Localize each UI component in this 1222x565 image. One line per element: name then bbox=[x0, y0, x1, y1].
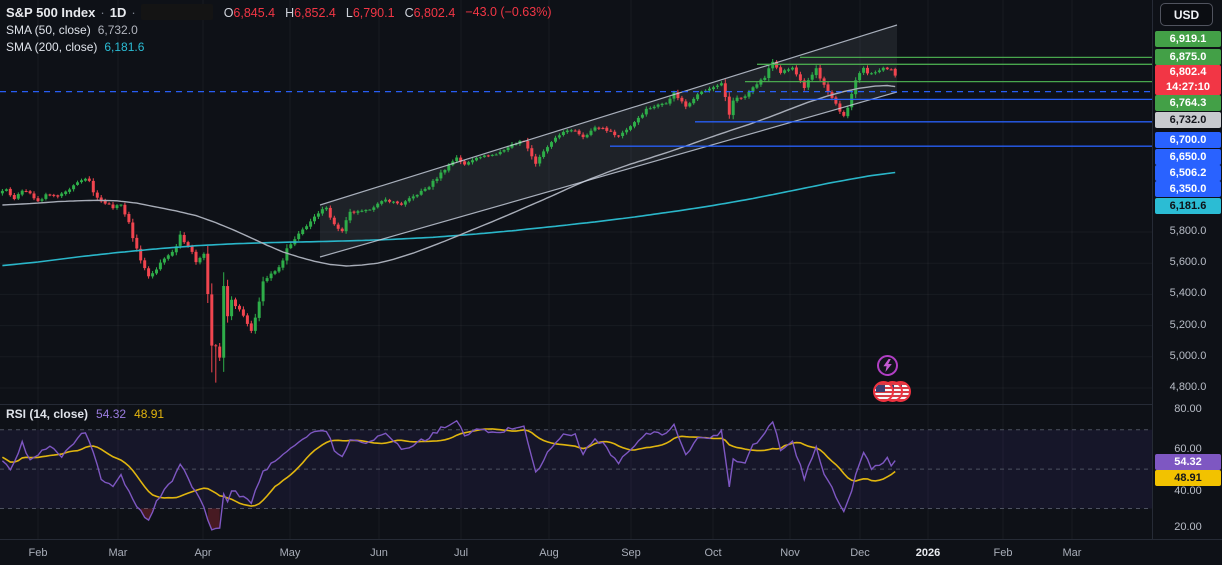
time-axis-label: Aug bbox=[539, 547, 559, 559]
economic-event-lightning-icon[interactable] bbox=[877, 355, 898, 376]
time-axis-label: Nov bbox=[780, 547, 800, 559]
time-axis-label: Feb bbox=[28, 547, 48, 559]
rsi-label: RSI (14, close) bbox=[6, 407, 89, 421]
close-label: C bbox=[404, 5, 414, 20]
time-axis-label: Jul bbox=[453, 547, 469, 559]
sma50-value: 6,732.0 bbox=[97, 23, 138, 37]
time-axis-label: Sep bbox=[621, 547, 641, 559]
rsi-legend-row[interactable]: RSI (14, close) 54.32 48.91 bbox=[6, 407, 164, 421]
symbol-title-row: S&P 500 Index · 1D · O6,845.4 H6,852.4 L… bbox=[6, 3, 551, 21]
redacted-source-box bbox=[140, 4, 213, 20]
price-level-badge: 6,506.2 bbox=[1155, 165, 1221, 181]
axis-tick-label: 5,400.0 bbox=[1169, 287, 1207, 299]
price-level-badge: 6,350.0 bbox=[1155, 181, 1221, 197]
time-axis-label: May bbox=[279, 547, 301, 559]
price-level-badge: 54.32 bbox=[1155, 454, 1221, 470]
low-value: 6,790.1 bbox=[352, 5, 395, 20]
open-label: O bbox=[223, 5, 234, 20]
axis-tick-label: 20.00 bbox=[1174, 521, 1202, 533]
time-axis-label: Dec bbox=[850, 547, 870, 559]
axis-tick-label: 40.00 bbox=[1174, 485, 1202, 497]
axis-tick-label: 5,600.0 bbox=[1169, 256, 1207, 268]
chart-canvas[interactable] bbox=[0, 0, 1152, 539]
rsi-value: 54.32 bbox=[96, 407, 127, 421]
price-level-badge: 6,700.0 bbox=[1155, 132, 1221, 148]
low-label: L bbox=[345, 5, 353, 20]
sma50-legend-row[interactable]: SMA (50, close) 6,732.0 bbox=[6, 22, 551, 38]
high-label: H bbox=[285, 5, 295, 20]
flag-canton bbox=[876, 385, 885, 392]
time-axis-label: Feb bbox=[993, 547, 1013, 559]
time-axis-label: Oct bbox=[704, 547, 722, 559]
price-level-badge: 6,764.3 bbox=[1155, 95, 1221, 111]
price-level-badge: 6,919.1 bbox=[1155, 31, 1221, 47]
time-axis-label: Apr bbox=[194, 547, 212, 559]
title-separator: · bbox=[131, 4, 136, 20]
us-flag-event-icon[interactable] bbox=[873, 381, 894, 402]
time-axis-label: 2026 bbox=[915, 547, 941, 559]
open-value: 6,845.4 bbox=[233, 5, 276, 20]
symbol-title[interactable]: S&P 500 Index bbox=[6, 4, 96, 20]
currency-toggle-button[interactable]: USD bbox=[1160, 3, 1213, 26]
ohlc-values: O6,845.4 H6,852.4 L6,790.1 C6,802.4 −43.… bbox=[224, 5, 552, 20]
lightning-bolt-icon bbox=[883, 359, 892, 372]
time-axis-label: Mar bbox=[108, 547, 128, 559]
bar-countdown: 14:27:10 bbox=[1165, 81, 1211, 93]
axis-tick-label: 5,000.0 bbox=[1169, 350, 1207, 362]
sma200-label: SMA (200, close) bbox=[6, 40, 98, 54]
time-axis-label: Mar bbox=[1062, 547, 1082, 559]
price-level-badge: 6,181.6 bbox=[1155, 198, 1221, 214]
sma200-legend-row[interactable]: SMA (200, close) 6,181.6 bbox=[6, 39, 551, 55]
time-scale[interactable]: Feb Mar Apr May Jun Jul Aug Sep Oct Nov Dec 2026 Feb… bbox=[0, 539, 1222, 565]
axis-tick-label: 60.00 bbox=[1174, 443, 1202, 455]
title-separator: · bbox=[100, 4, 105, 20]
axis-tick-label: 5,800.0 bbox=[1169, 225, 1207, 237]
price-scale[interactable]: 5,800.0 5,600.0 5,400.0 5,200.0 5,000.0 4,800… bbox=[1152, 0, 1222, 539]
close-value: 6,802.4 bbox=[413, 5, 456, 20]
sma50-label: SMA (50, close) bbox=[6, 23, 91, 37]
sma200-value: 6,181.6 bbox=[104, 40, 145, 54]
axis-tick-label: 4,800.0 bbox=[1169, 381, 1207, 393]
last-price-badge: 6,802.4 14:27:10 bbox=[1155, 65, 1221, 95]
axis-tick-label: 80.00 bbox=[1174, 403, 1202, 415]
high-value: 6,852.4 bbox=[294, 5, 336, 20]
price-level-badge: 48.91 bbox=[1155, 470, 1221, 486]
interval-label[interactable]: 1D bbox=[109, 4, 127, 20]
change-value: −43.0 (−0.63%) bbox=[465, 4, 552, 19]
price-level-badge: 6,650.0 bbox=[1155, 149, 1221, 165]
time-axis-label: Jun bbox=[370, 547, 388, 559]
axis-tick-label: 5,200.0 bbox=[1169, 319, 1207, 331]
rsi-signal-value: 48.91 bbox=[134, 407, 165, 421]
price-level-badge: 6,875.0 bbox=[1155, 49, 1221, 65]
chart-legend: S&P 500 Index · 1D · O6,845.4 H6,852.4 L… bbox=[6, 3, 551, 55]
price-level-badge: 6,732.0 bbox=[1155, 112, 1221, 128]
